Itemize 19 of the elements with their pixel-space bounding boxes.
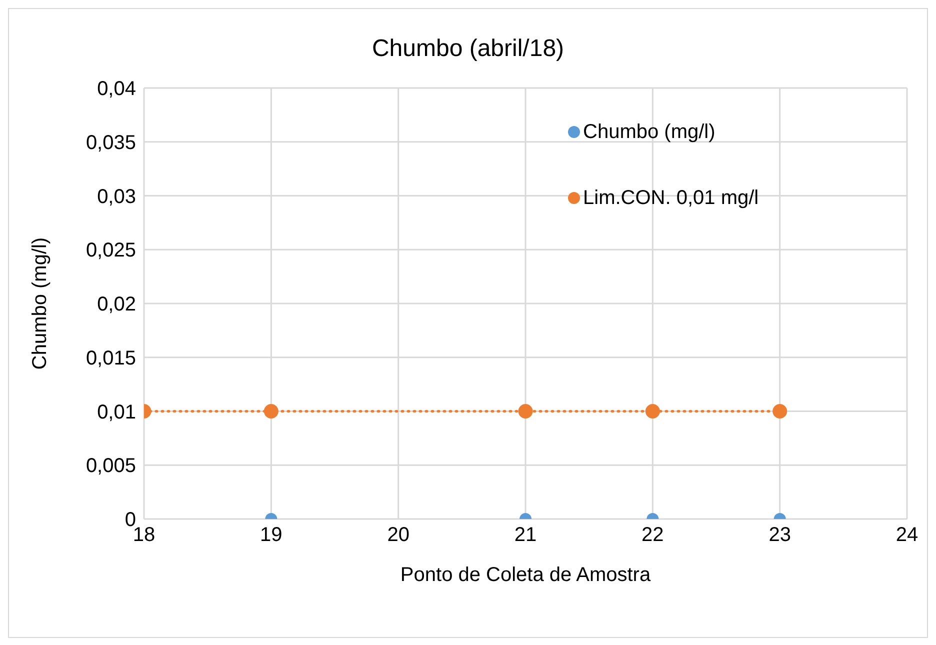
y-tick-label: 0,01 — [97, 401, 136, 424]
x-tick-label: 19 — [260, 524, 282, 546]
y-tick-label: 0,015 — [86, 347, 136, 370]
x-tick-label: 21 — [514, 524, 537, 546]
x-tick-label: 23 — [768, 524, 791, 546]
legend-label: Lim.CON. 0,01 mg/l — [583, 186, 759, 211]
y-tick-label: 0,04 — [97, 78, 136, 100]
y-axis-title: Chumbo (mg/l) — [29, 237, 52, 370]
x-tick-label: 24 — [896, 524, 918, 546]
y-tick-label: 0,035 — [86, 132, 136, 154]
chart-title: Chumbo (abril/18) — [370, 35, 566, 63]
legend-label: Chumbo (mg/l) — [583, 120, 716, 145]
x-tick-label: 22 — [642, 524, 664, 546]
y-tick-label: 0,02 — [97, 294, 136, 316]
y-tick-label: 0,025 — [86, 240, 136, 262]
y-tick-label: 0,03 — [97, 186, 136, 208]
y-tick-label: 0,005 — [86, 455, 136, 478]
x-tick-label: 20 — [387, 524, 410, 546]
x-axis-title: Ponto de Coleta de Amostra — [400, 564, 652, 586]
